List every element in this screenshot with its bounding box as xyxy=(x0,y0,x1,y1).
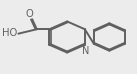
Text: N: N xyxy=(82,46,89,56)
Text: O: O xyxy=(26,9,34,18)
Text: HO: HO xyxy=(2,28,18,38)
